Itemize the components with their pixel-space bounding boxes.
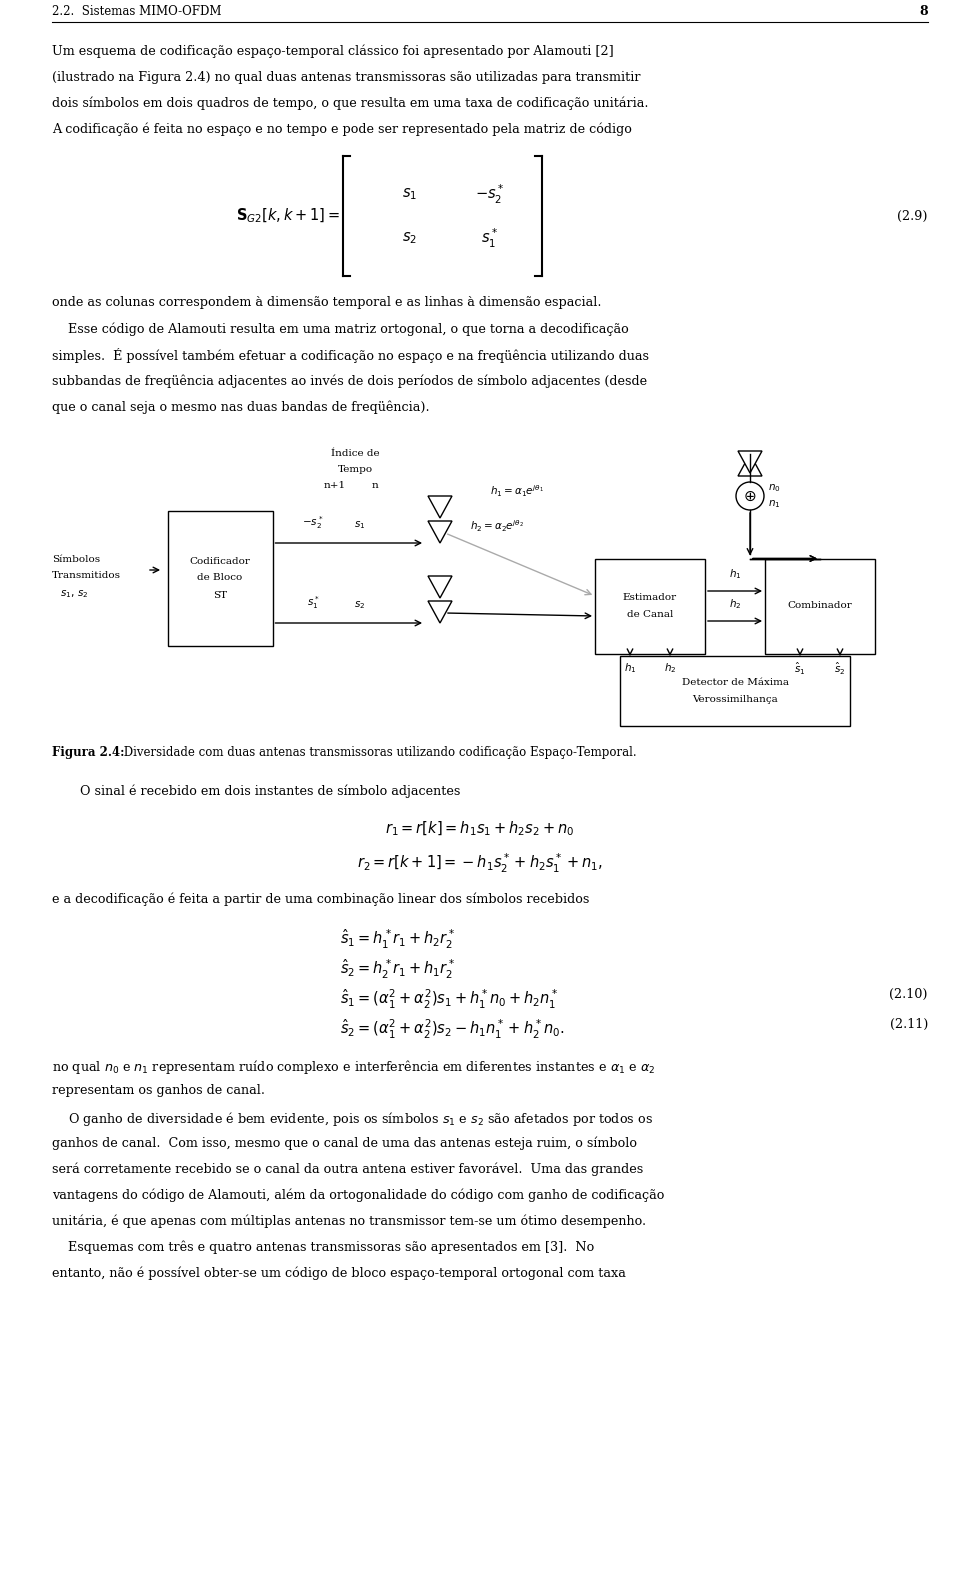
Text: Um esquema de codificação espaço-temporal clássico foi apresentado por Alamouti : Um esquema de codificação espaço-tempora… bbox=[52, 44, 613, 59]
Text: representam os ganhos de canal.: representam os ganhos de canal. bbox=[52, 1085, 265, 1097]
Text: $r_2 = r[k+1] = -h_1 s_2^* + h_2 s_1^* + n_1,$: $r_2 = r[k+1] = -h_1 s_2^* + h_2 s_1^* +… bbox=[357, 853, 603, 875]
Text: Estimador: Estimador bbox=[623, 592, 677, 602]
Text: (2.9): (2.9) bbox=[898, 210, 928, 222]
Text: $h_1$: $h_1$ bbox=[729, 567, 741, 581]
Text: ganhos de canal.  Com isso, mesmo que o canal de uma das antenas esteja ruim, o : ganhos de canal. Com isso, mesmo que o c… bbox=[52, 1135, 637, 1150]
Text: vantagens do código de Alamouti, além da ortogonalidade do código com ganho de c: vantagens do código de Alamouti, além da… bbox=[52, 1188, 664, 1202]
Text: $s_2$: $s_2$ bbox=[402, 230, 418, 246]
Text: $\hat{s}_2 = (\alpha_1^2 + \alpha_2^2)s_2 - h_1 n_1^* + h_2^* n_0.$: $\hat{s}_2 = (\alpha_1^2 + \alpha_2^2)s_… bbox=[340, 1018, 564, 1042]
Text: $h_2$: $h_2$ bbox=[729, 597, 741, 611]
Text: de Bloco: de Bloco bbox=[198, 573, 243, 583]
Text: no qual $n_0$ e $n_1$ representam ruído complexo e interferência em diferentes i: no qual $n_0$ e $n_1$ representam ruído … bbox=[52, 1058, 656, 1077]
FancyBboxPatch shape bbox=[620, 656, 850, 726]
Text: $\mathbf{S}_{G2}[k, k+1] = $: $\mathbf{S}_{G2}[k, k+1] = $ bbox=[236, 206, 340, 225]
Text: Figura 2.4:: Figura 2.4: bbox=[52, 746, 125, 759]
Text: O ganho de diversidade é bem evidente, pois os símbolos $s_1$ e $s_2$ são afetad: O ganho de diversidade é bem evidente, p… bbox=[52, 1110, 653, 1127]
Polygon shape bbox=[428, 521, 452, 543]
Text: $\hat{s}_1$: $\hat{s}_1$ bbox=[794, 661, 805, 676]
Text: subbandas de freqüência adjacentes ao invés de dois períodos de símbolo adjacent: subbandas de freqüência adjacentes ao in… bbox=[52, 375, 647, 387]
Text: $\hat{s}_2$: $\hat{s}_2$ bbox=[834, 661, 846, 676]
Text: Índice de: Índice de bbox=[330, 449, 379, 459]
Text: dois símbolos em dois quadros de tempo, o que resulta em uma taxa de codificação: dois símbolos em dois quadros de tempo, … bbox=[52, 97, 649, 111]
Text: (ilustrado na Figura 2.4) no qual duas antenas transmissoras são utilizadas para: (ilustrado na Figura 2.4) no qual duas a… bbox=[52, 71, 640, 84]
Text: e a decodificação é feita a partir de uma combinação linear dos símbolos recebid: e a decodificação é feita a partir de um… bbox=[52, 892, 589, 905]
Text: $-s_2^*$: $-s_2^*$ bbox=[302, 515, 324, 530]
Text: $h_2 = \alpha_2 e^{j\theta_2}$: $h_2 = \alpha_2 e^{j\theta_2}$ bbox=[470, 518, 524, 534]
Text: unitária, é que apenas com múltiplas antenas no transmissor tem-se um ótimo dese: unitária, é que apenas com múltiplas ant… bbox=[52, 1213, 646, 1228]
Text: entanto, não é possível obter-se um código de bloco espaço-temporal ortogonal co: entanto, não é possível obter-se um códi… bbox=[52, 1266, 626, 1280]
Circle shape bbox=[736, 483, 764, 510]
Text: simples.  É possível também efetuar a codificação no espaço e na freqüência util: simples. É possível também efetuar a cod… bbox=[52, 348, 649, 364]
Text: 8: 8 bbox=[920, 5, 928, 17]
Text: $h_1 = \alpha_1 e^{j\theta_1}$: $h_1 = \alpha_1 e^{j\theta_1}$ bbox=[490, 483, 544, 499]
Text: Transmitidos: Transmitidos bbox=[52, 572, 121, 581]
Polygon shape bbox=[428, 576, 452, 599]
Text: $s_1^*$: $s_1^*$ bbox=[306, 594, 320, 611]
Text: Verossimilhança: Verossimilhança bbox=[692, 696, 778, 703]
Text: Símbolos: Símbolos bbox=[52, 556, 100, 564]
Text: $n_1$: $n_1$ bbox=[768, 499, 780, 510]
Text: $-s_2^*$: $-s_2^*$ bbox=[475, 183, 505, 205]
Text: n: n bbox=[372, 481, 378, 491]
Text: A codificação é feita no espaço e no tempo e pode ser representado pela matriz d: A codificação é feita no espaço e no tem… bbox=[52, 122, 632, 137]
FancyBboxPatch shape bbox=[765, 559, 875, 654]
Text: $r_1 = r[k] = h_1 s_1 + h_2 s_2 + n_0$: $r_1 = r[k] = h_1 s_1 + h_2 s_2 + n_0$ bbox=[385, 819, 575, 838]
Text: Detector de Máxima: Detector de Máxima bbox=[682, 678, 788, 688]
Text: n+1: n+1 bbox=[324, 481, 346, 491]
Text: $h_1$: $h_1$ bbox=[624, 662, 636, 675]
Text: Tempo: Tempo bbox=[337, 465, 372, 473]
Text: ST: ST bbox=[213, 591, 228, 600]
Text: O sinal é recebido em dois instantes de símbolo adjacentes: O sinal é recebido em dois instantes de … bbox=[80, 784, 461, 797]
Polygon shape bbox=[428, 495, 452, 518]
Text: $s_1$: $s_1$ bbox=[402, 186, 418, 202]
Text: Diversidade com duas antenas transmissoras utilizando codificação Espaço-Tempora: Diversidade com duas antenas transmissor… bbox=[120, 746, 636, 759]
Text: Esquemas com três e quatro antenas transmissoras são apresentados em [3].  No: Esquemas com três e quatro antenas trans… bbox=[52, 1240, 594, 1253]
Polygon shape bbox=[738, 451, 762, 473]
Text: $s_1,\, s_2$: $s_1,\, s_2$ bbox=[60, 588, 88, 600]
Text: $s_1$: $s_1$ bbox=[354, 519, 366, 530]
Text: $s_2$: $s_2$ bbox=[354, 599, 366, 611]
Text: $\hat{s}_2 = h_2^* r_1 + h_1 r_2^*$: $\hat{s}_2 = h_2^* r_1 + h_1 r_2^*$ bbox=[340, 958, 456, 981]
Text: 2.2.  Sistemas MIMO-OFDM: 2.2. Sistemas MIMO-OFDM bbox=[52, 5, 222, 17]
Text: $\hat{s}_1 = (\alpha_1^2 + \alpha_2^2)s_1 + h_1^* n_0 + h_2 n_1^*$: $\hat{s}_1 = (\alpha_1^2 + \alpha_2^2)s_… bbox=[340, 988, 559, 1012]
Text: $\hat{s}_1 = h_1^* r_1 + h_2 r_2^*$: $\hat{s}_1 = h_1^* r_1 + h_2 r_2^*$ bbox=[340, 927, 456, 951]
Text: (2.11): (2.11) bbox=[890, 1018, 928, 1031]
Text: $n_0$: $n_0$ bbox=[768, 483, 780, 494]
Text: $\oplus$: $\oplus$ bbox=[743, 489, 756, 503]
Text: que o canal seja o mesmo nas duas bandas de freqüência).: que o canal seja o mesmo nas duas bandas… bbox=[52, 400, 430, 413]
Polygon shape bbox=[738, 454, 762, 476]
Text: $s_1^*$: $s_1^*$ bbox=[481, 227, 498, 249]
FancyBboxPatch shape bbox=[167, 510, 273, 645]
Text: de Canal: de Canal bbox=[627, 610, 673, 619]
Text: $h_2$: $h_2$ bbox=[663, 662, 676, 675]
Text: onde as colunas correspondem à dimensão temporal e as linhas à dimensão espacial: onde as colunas correspondem à dimensão … bbox=[52, 295, 602, 310]
Text: será corretamente recebido se o canal da outra antena estiver favorável.  Uma da: será corretamente recebido se o canal da… bbox=[52, 1162, 643, 1175]
Text: (2.10): (2.10) bbox=[890, 988, 928, 1000]
FancyBboxPatch shape bbox=[595, 559, 705, 654]
Text: Codificador: Codificador bbox=[189, 556, 251, 565]
Text: Esse código de Alamouti resulta em uma matriz ortogonal, o que torna a decodific: Esse código de Alamouti resulta em uma m… bbox=[52, 322, 629, 335]
Text: Combinador: Combinador bbox=[787, 602, 852, 610]
Polygon shape bbox=[428, 600, 452, 622]
